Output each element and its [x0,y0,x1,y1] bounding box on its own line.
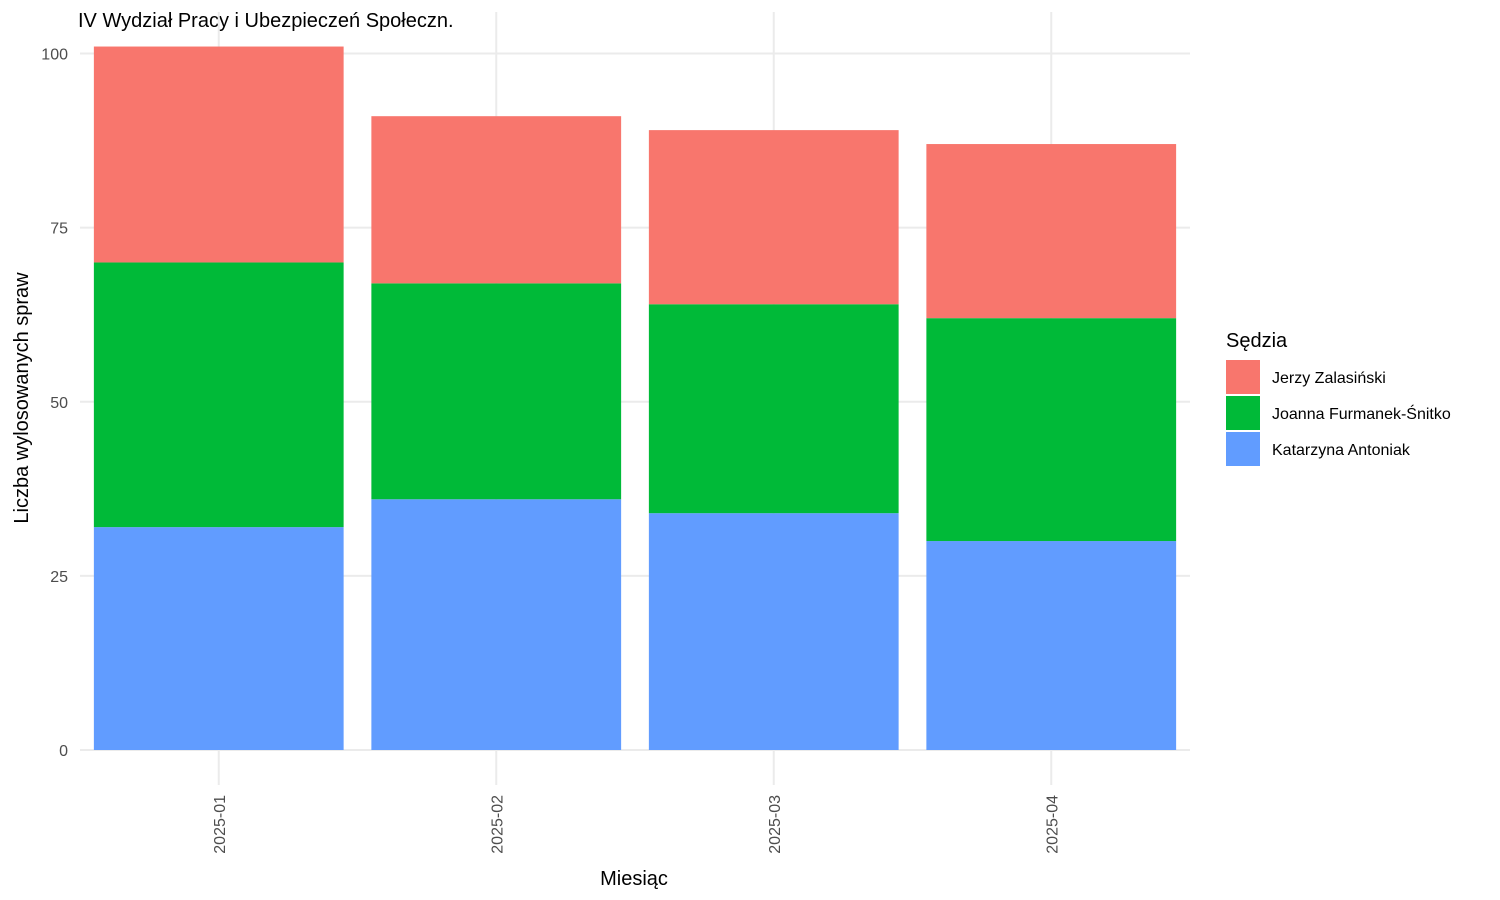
bar-2025-01-jerzy-zalasiński [93,46,344,263]
bar-2025-04-jerzy-zalasiński [926,144,1177,319]
bar-2025-02-joanna-furmanek-śnitko [371,283,622,500]
legend-key-joanna-furmanek-śnitko [1226,396,1260,430]
legend-items: Jerzy Zalasiński Joanna Furmanek-Śnitko Ka… [1226,360,1451,466]
y-axis-title: Liczba wylosowanych spraw [11,272,33,524]
bar-2025-03-jerzy-zalasiński [648,130,899,305]
legend-title: Sędzia [1226,330,1288,352]
legend-label-joanna-furmanek-śnitko: Joanna Furmanek-Śnitko [1272,404,1451,423]
bar-2025-04-katarzyna-antoniak [926,541,1177,750]
bar-2025-04-joanna-furmanek-śnitko [926,318,1177,542]
bar-2025-01-joanna-furmanek-śnitko [93,262,344,528]
x-axis-title: Miesiąc [600,868,668,890]
bar-2025-01-katarzyna-antoniak [93,527,344,750]
x-tick-label-2025-01: 2025-01 [212,795,229,854]
y-tick-label-25: 25 [50,569,68,586]
legend: Sędzia Jerzy Zalasiński Joanna Furmanek-Ś… [1226,330,1451,466]
bar-2025-02-jerzy-zalasiński [371,116,622,284]
y-axis-tick-labels: 0 25 50 75 100 [41,47,68,761]
legend-key-katarzyna-antoniak [1226,432,1260,466]
x-tick-label-2025-02: 2025-02 [489,795,506,854]
y-tick-label-100: 100 [41,47,68,64]
bar-2025-02-katarzyna-antoniak [371,499,622,750]
x-tick-label-2025-03: 2025-03 [767,795,784,854]
bar-2025-03-katarzyna-antoniak [648,513,899,750]
y-tick-label-0: 0 [59,743,68,760]
y-tick-label-75: 75 [50,221,68,238]
bars [93,46,1177,750]
x-axis-tick-labels: 2025-01 2025-02 2025-03 2025-04 [212,795,1062,854]
y-tick-label-50: 50 [50,395,68,412]
legend-label-katarzyna-antoniak: Katarzyna Antoniak [1272,442,1411,459]
chart-title: IV Wydział Pracy i Ubezpieczeń Społeczn. [78,10,454,32]
legend-key-jerzy-zalasiński [1226,360,1260,394]
x-tick-label-2025-04: 2025-04 [1044,795,1061,854]
bar-2025-03-joanna-furmanek-śnitko [648,304,899,514]
legend-label-jerzy-zalasiński: Jerzy Zalasiński [1272,370,1386,387]
